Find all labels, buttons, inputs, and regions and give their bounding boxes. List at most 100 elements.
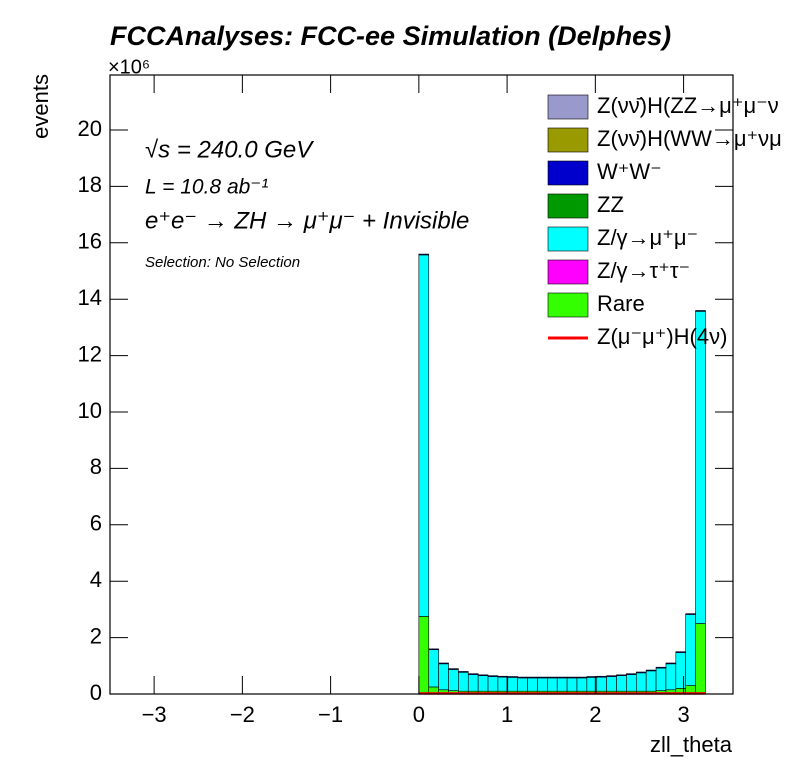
histogram-bar (606, 675, 617, 677)
histogram-bar (487, 676, 499, 692)
histogram-bar (458, 671, 469, 673)
x-tick-label: 0 (413, 702, 425, 727)
histogram-bar (448, 669, 459, 691)
histogram-bar (428, 649, 439, 688)
histogram-bar (467, 674, 479, 692)
histogram-bar (675, 651, 687, 653)
y-tick-label: 14 (78, 285, 102, 310)
histogram-bar (655, 666, 667, 669)
histogram-bar (507, 677, 518, 692)
histogram-bar (497, 676, 509, 692)
histogram-bar (487, 675, 499, 677)
histogram-bar (537, 677, 548, 692)
legend-swatch (547, 292, 589, 318)
histogram-bar (428, 648, 439, 651)
legend-swatch (547, 94, 589, 120)
x-tick-label: 3 (677, 702, 689, 727)
histogram-bar (616, 674, 627, 676)
histogram-bar (695, 311, 706, 624)
histogram-bar (576, 676, 588, 679)
y-tick-label: 2 (90, 623, 102, 648)
histogram-bar (418, 254, 430, 617)
histogram-bar (517, 676, 528, 679)
y-tick-label: 6 (90, 511, 102, 536)
histogram-bar (635, 671, 647, 674)
legend-swatch (547, 259, 589, 285)
y-tick-label: 0 (90, 680, 102, 705)
histogram-bar (507, 676, 518, 678)
histogram-bar (606, 676, 617, 692)
y-multiplier: ×10⁶ (108, 56, 150, 78)
histogram-bar (448, 668, 459, 670)
legend: Z(νν̄)H(ZZ→μ⁺μ⁻ν Z(νν̄)H(WW→μ⁺νμ W⁺W⁻ ZZ Z/γ… (547, 93, 782, 349)
histogram-bar (547, 676, 558, 679)
x-tick-label: −1 (318, 702, 343, 727)
legend-label: Z/γ→τ⁺τ⁻ (597, 258, 690, 283)
annotation: √s = 240.0 GeV (145, 136, 314, 163)
histogram-bar (467, 673, 479, 675)
histogram-bar (655, 667, 667, 691)
x-tick-label: 1 (501, 702, 513, 727)
chart-title: FCCAnalyses: FCC-ee Simulation (Delphes) (110, 21, 671, 51)
legend-label: Z(νν̄)H(WW→μ⁺νμ (597, 126, 782, 151)
legend-swatch (547, 193, 589, 219)
histogram-bar (556, 676, 568, 679)
histogram-bar (458, 671, 469, 692)
histogram-bar (695, 623, 706, 695)
histogram-bar (626, 673, 637, 675)
histogram-bar (596, 675, 607, 678)
histogram-bar (547, 677, 558, 692)
histogram-bar (556, 677, 568, 692)
histogram-bar (418, 253, 430, 256)
histogram-bar (645, 669, 657, 672)
legend-label: W⁺W⁻ (597, 159, 662, 184)
histogram-bar (665, 662, 677, 665)
legend-swatch (547, 127, 589, 153)
histogram-bar (438, 662, 449, 665)
histogram-bar (616, 675, 627, 692)
histogram-bar (566, 677, 578, 692)
histogram-bar (635, 672, 647, 692)
histogram-bar (477, 675, 489, 692)
histogram-bar (527, 676, 538, 679)
legend-swatch (547, 226, 589, 252)
histogram-bar (537, 676, 548, 679)
x-axis-label: zll_theta (650, 732, 733, 757)
legend-label: Z/γ→μ⁺μ⁻ (597, 225, 698, 250)
histogram-bar (685, 613, 696, 615)
histogram-bar (566, 676, 578, 679)
y-tick-label: 8 (90, 454, 102, 479)
histogram-bar (438, 663, 449, 691)
histogram-bar (665, 663, 677, 691)
y-tick-label: 10 (78, 398, 102, 423)
legend-label: Rare (597, 291, 645, 316)
histogram-bar (685, 614, 696, 686)
x-tick-label: −2 (230, 702, 255, 727)
y-tick-label: 18 (78, 172, 102, 197)
histogram-bar (596, 676, 607, 692)
histogram-bar (527, 677, 538, 692)
histogram-bar (576, 677, 588, 692)
histogram-bar (418, 616, 430, 695)
legend-label: ZZ (597, 192, 624, 217)
plot-area (418, 253, 706, 695)
legend-swatch (547, 160, 589, 186)
x-tick-label: −3 (142, 702, 167, 727)
histogram-bar (626, 674, 637, 692)
histogram-bar (675, 652, 687, 689)
histogram-bar (695, 310, 706, 312)
legend-label: Z(νν̄)H(ZZ→μ⁺μ⁻ν (597, 93, 779, 118)
annotation: L = 10.8 ab⁻¹ (145, 176, 268, 199)
y-tick-label: 20 (78, 116, 102, 141)
histogram-bar (497, 675, 509, 678)
y-axis-label: events (28, 74, 53, 139)
legend-label: Z(μ⁻μ⁺)H(4ν) (597, 324, 727, 349)
histogram-bar (517, 677, 528, 692)
histogram-bar (477, 674, 489, 676)
plot-frame (109, 74, 734, 695)
y-tick-label: 16 (78, 229, 102, 254)
histogram-bar (645, 670, 657, 692)
y-tick-label: 12 (78, 341, 102, 366)
annotation: Selection: No Selection (145, 254, 300, 271)
